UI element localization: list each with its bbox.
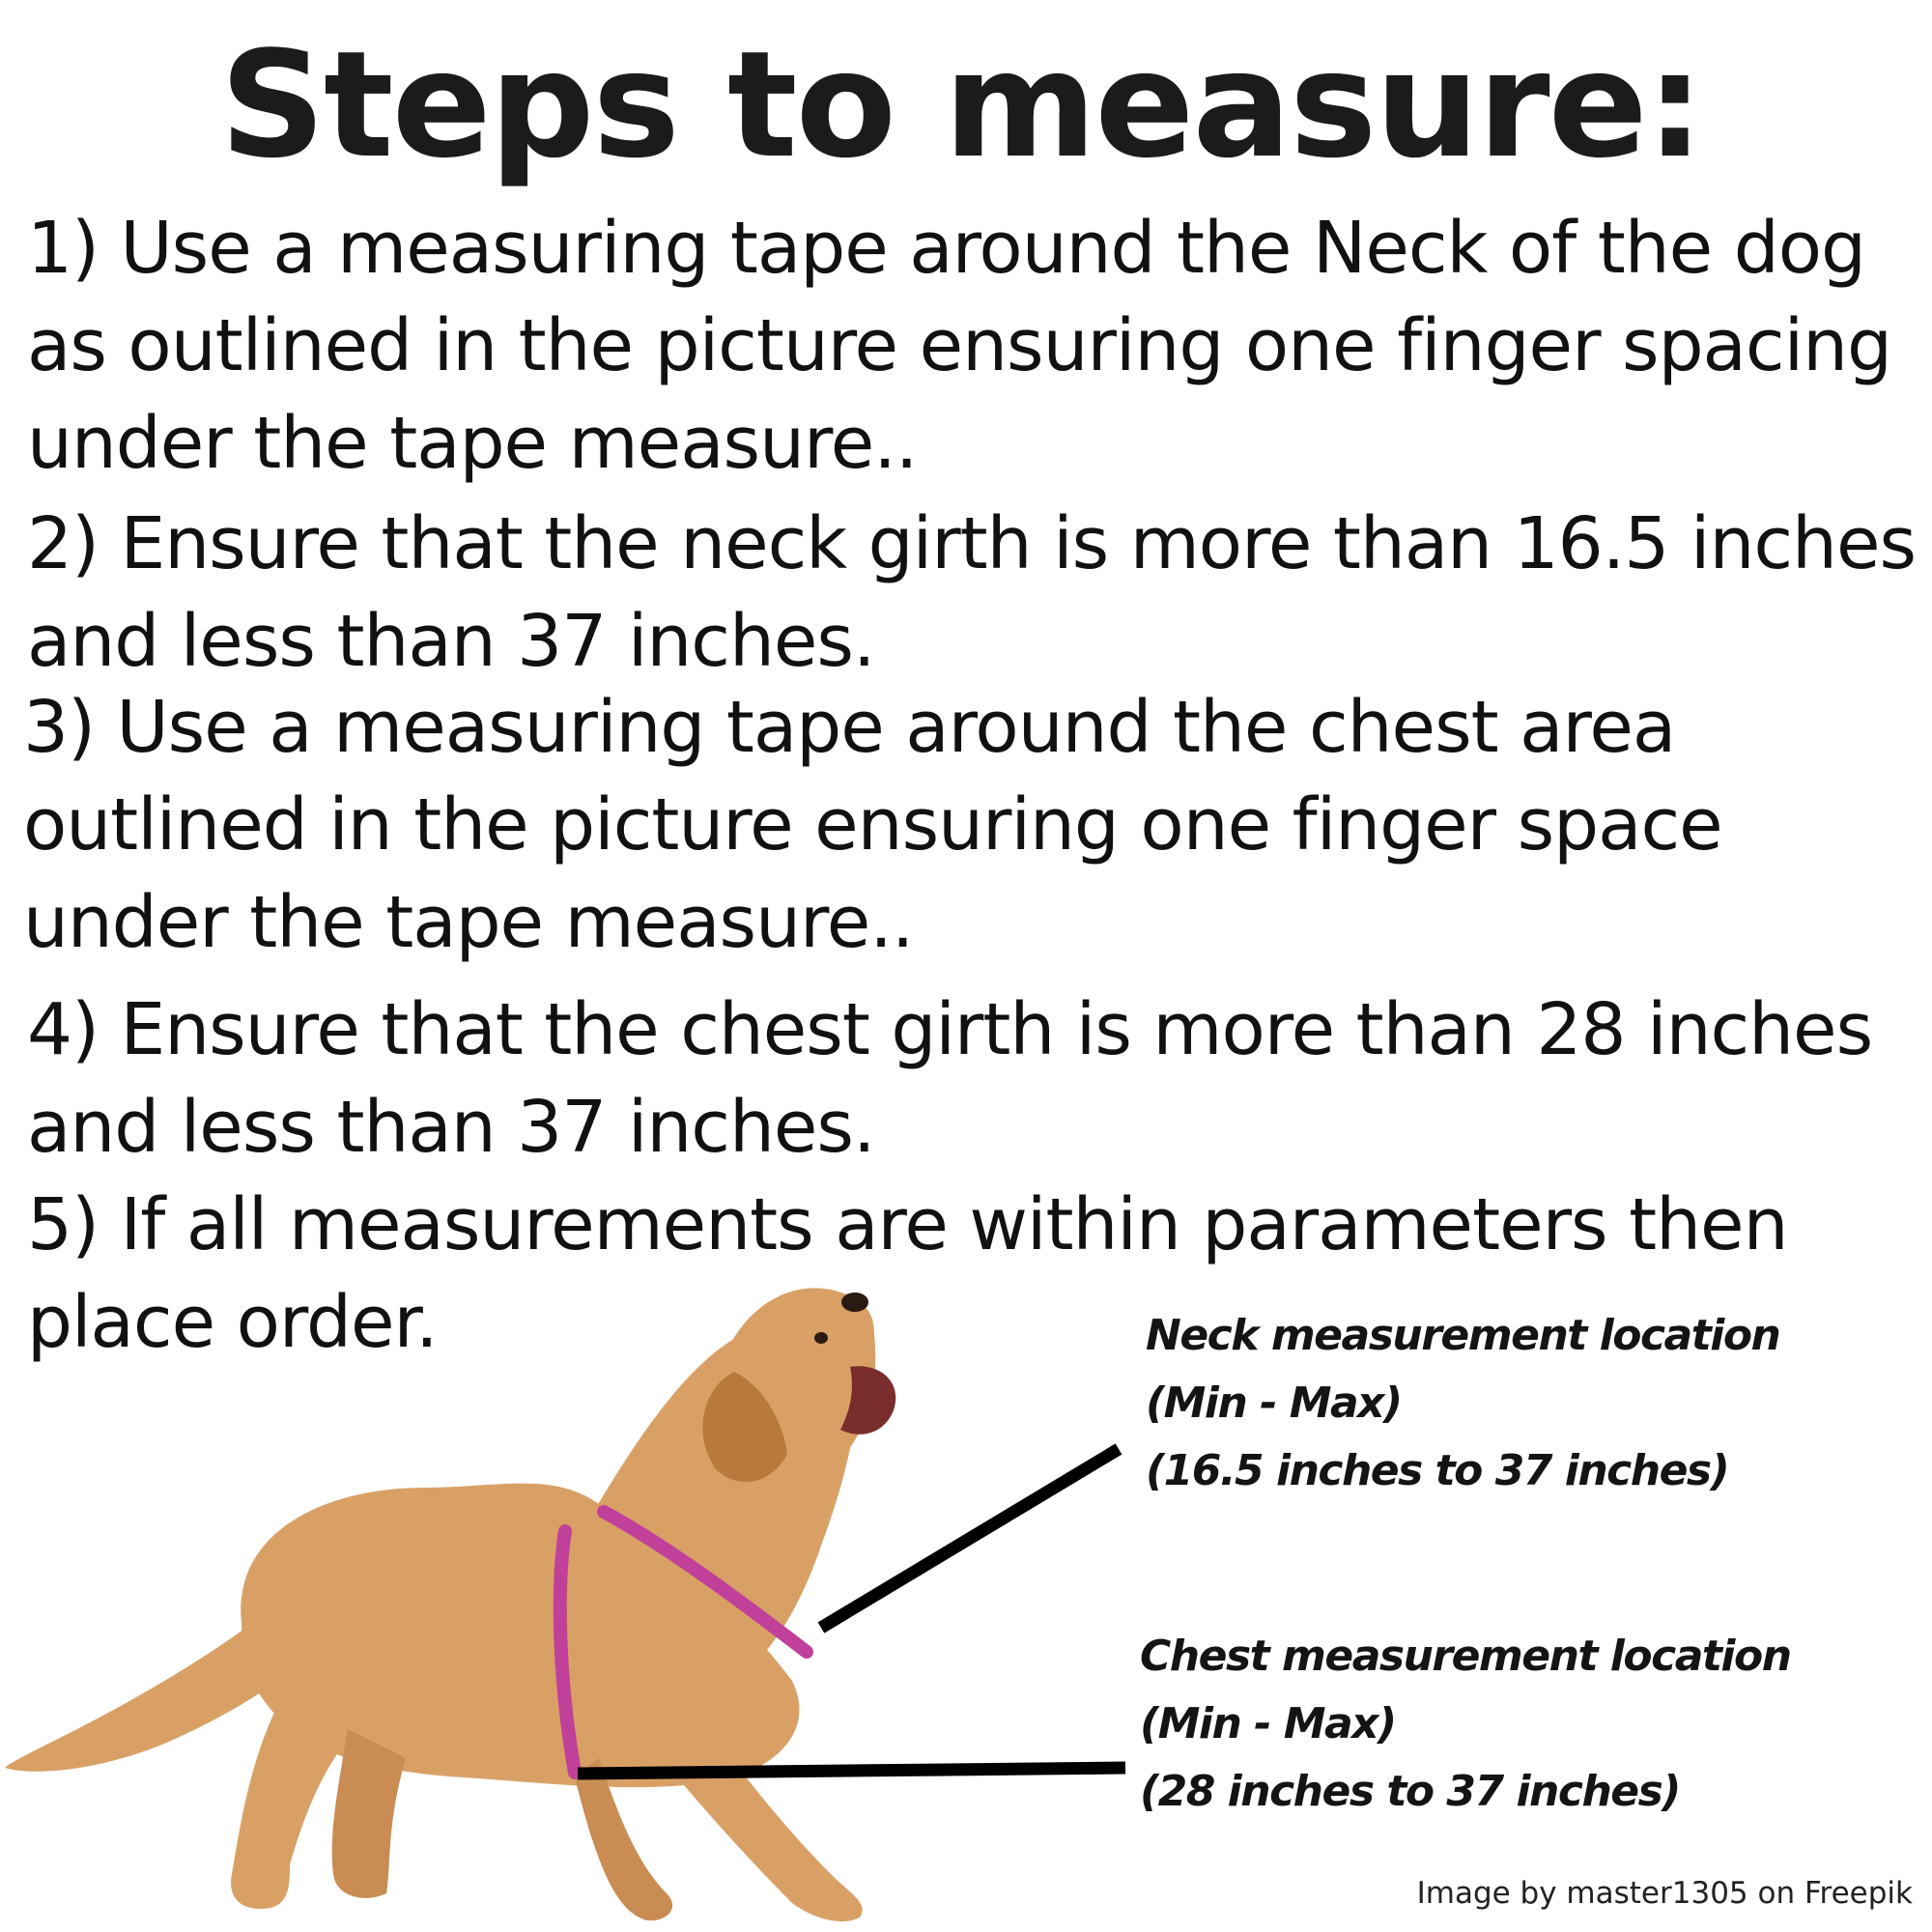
step-1-line-3: under the tape measure..	[27, 402, 918, 485]
step-2: 2) Ensure that the neck girth is more th…	[27, 496, 1917, 691]
image-credit: Image by master1305 on Freepik	[1416, 1876, 1913, 1911]
chest-callout-title: Chest measurement location	[1140, 1632, 1792, 1681]
chest-callout: Chest measurement location (Min - Max) (…	[1140, 1623, 1792, 1826]
step-4-line-1: 4) Ensure that the chest girth is more t…	[27, 988, 1873, 1071]
neck-callout-title: Neck measurement location	[1146, 1311, 1781, 1360]
step-1: 1) Use a measuring tape around the Neck …	[27, 200, 1892, 493]
step-3-line-1: 3) Use a measuring tape around the chest…	[23, 686, 1676, 769]
step-5-line-2: place order.	[27, 1281, 439, 1364]
dog-nose	[841, 1293, 868, 1312]
step-3-line-2: outlined in the picture ensuring one fin…	[23, 783, 1723, 867]
dog-eye	[814, 1332, 828, 1344]
dog-illustration	[5, 1288, 1126, 1922]
step-1-line-2: as outlined in the picture ensuring one …	[27, 304, 1892, 387]
step-2-line-2: and less than 37 inches.	[27, 600, 875, 683]
dog-mouth	[840, 1366, 896, 1435]
chest-callout-range: (28 inches to 37 inches)	[1140, 1767, 1681, 1816]
step-5-line-1: 5) If all measurements are within parame…	[27, 1183, 1788, 1266]
step-3: 3) Use a measuring tape around the chest…	[23, 679, 1723, 972]
neck-measure-line	[597, 1505, 813, 1659]
step-3-line-3: under the tape measure..	[23, 881, 914, 964]
neck-callout-range: (16.5 inches to 37 inches)	[1146, 1446, 1730, 1495]
neck-callout-range-label: (Min - Max)	[1146, 1378, 1403, 1428]
step-5: 5) If all measurements are within parame…	[27, 1177, 1788, 1372]
dog-front-leg	[638, 1681, 863, 1922]
step-4: 4) Ensure that the chest girth is more t…	[27, 981, 1873, 1177]
dog-ear	[702, 1372, 787, 1483]
step-4-line-2: and less than 37 inches.	[27, 1086, 875, 1169]
dog-hind-leg	[231, 1700, 348, 1909]
chest-pointer-line	[577, 1761, 1126, 1780]
dog-hind-leg-far	[331, 1729, 406, 1898]
chest-callout-range-label: (Min - Max)	[1140, 1699, 1397, 1748]
dog-tail	[5, 1594, 319, 1772]
neck-callout: Neck measurement location (Min - Max) (1…	[1146, 1302, 1781, 1505]
step-2-line-1: 2) Ensure that the neck girth is more th…	[27, 502, 1917, 585]
chest-measure-line	[553, 1524, 582, 1779]
neck-pointer-line	[817, 1443, 1122, 1634]
step-1-line-1: 1) Use a measuring tape around the Neck …	[27, 207, 1866, 290]
page-title: Steps to measure:	[219, 19, 1705, 190]
dog-front-leg-far	[575, 1758, 673, 1921]
